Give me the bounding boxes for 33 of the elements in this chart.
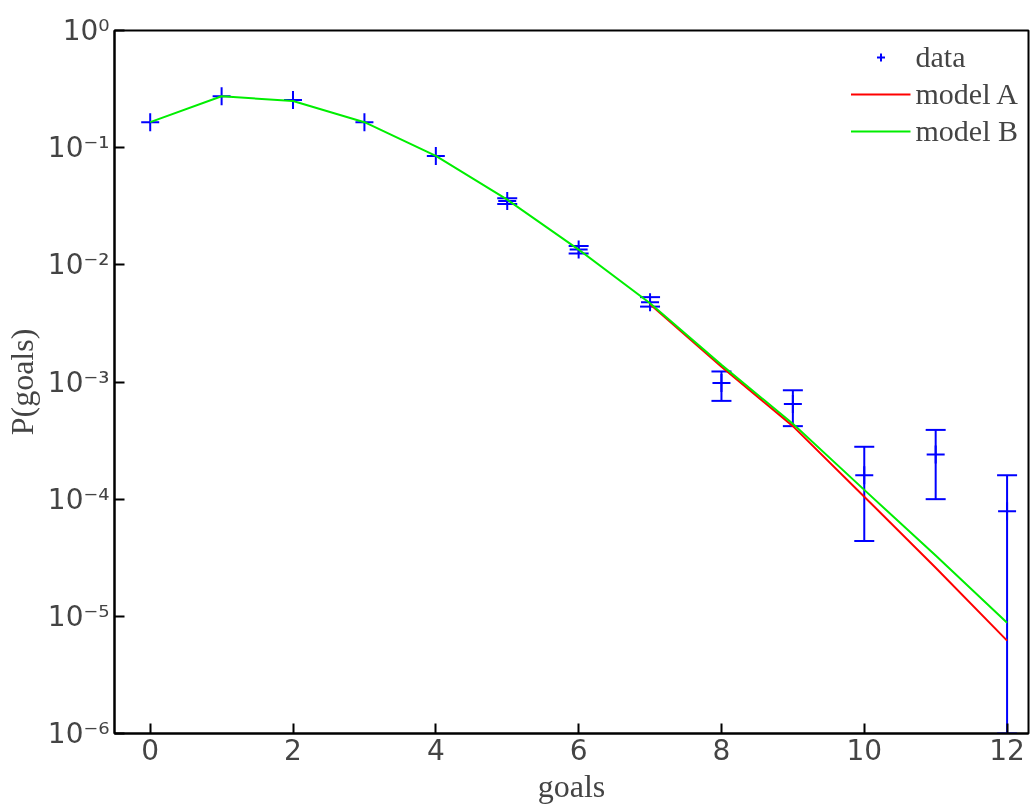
x-tick-label: 6	[569, 733, 588, 767]
legend-label: model A	[915, 77, 1018, 111]
point	[568, 239, 589, 260]
x-tick-label: 0	[141, 733, 160, 767]
line-series	[649, 303, 1009, 642]
x-tick-label: 4	[426, 733, 445, 767]
point	[283, 90, 304, 111]
point	[640, 292, 661, 313]
y-axis-title: P(goals)	[3, 328, 40, 436]
point	[997, 501, 1018, 522]
x-tick-label: 12	[989, 733, 1025, 767]
point	[711, 373, 732, 394]
y-tick-label: 10⁻¹	[47, 131, 110, 165]
y-tick-label: 10⁰	[62, 14, 110, 47]
y-tick-label: 10⁻⁶	[47, 717, 110, 750]
y-tick-label: 10⁻⁴	[47, 482, 110, 516]
point	[497, 191, 518, 212]
x-tick-label: 8	[712, 733, 731, 767]
point	[211, 86, 232, 107]
y-tick-label: 10⁻²	[47, 248, 110, 282]
y-tick-label: 10⁻⁵	[47, 599, 110, 633]
point	[782, 393, 803, 414]
point	[140, 112, 161, 133]
x-axis-title: goals	[537, 767, 606, 804]
y-tick-label: 10⁻³	[47, 365, 110, 399]
point	[854, 465, 875, 486]
legend-label: model B	[915, 114, 1018, 148]
point	[925, 444, 946, 465]
legend-label: data	[915, 40, 966, 74]
point	[425, 145, 446, 166]
x-tick-label: 2	[284, 733, 302, 767]
x-tick-label: 10	[846, 733, 883, 767]
point	[354, 112, 375, 133]
